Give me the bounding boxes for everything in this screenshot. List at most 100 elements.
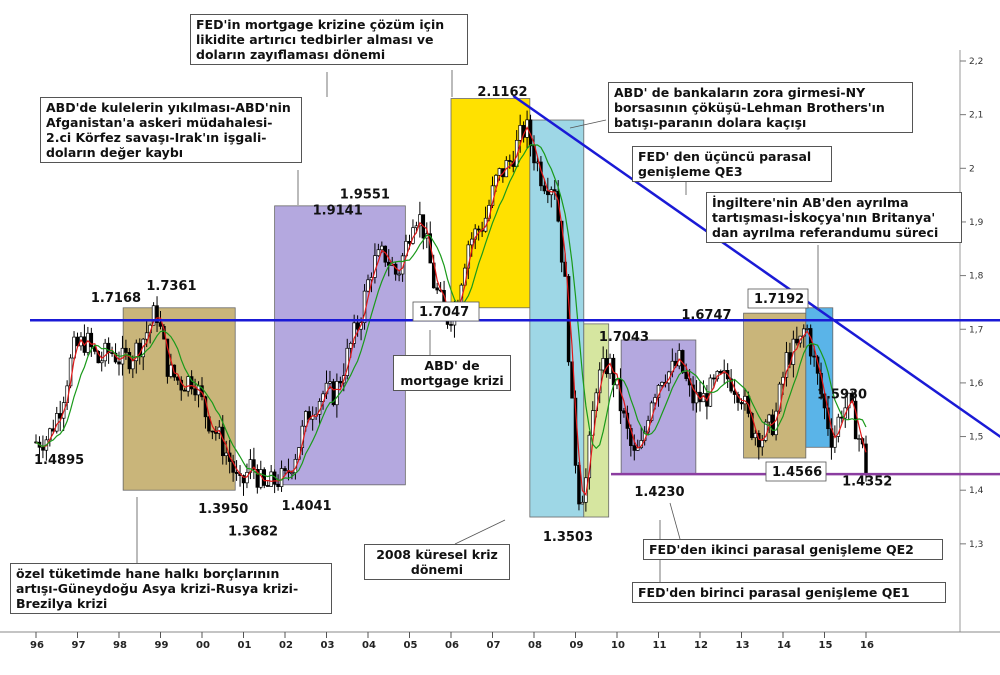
candle-body — [234, 471, 239, 474]
value-label: 1.4566 — [772, 465, 822, 480]
candle-body — [580, 501, 585, 505]
y-tick-label: 1,7 — [969, 325, 983, 335]
candle-body — [290, 472, 294, 475]
x-tick-label: 03 — [321, 640, 335, 651]
x-tick-label: 97 — [72, 640, 86, 651]
candle-body — [255, 468, 260, 488]
candle-body — [677, 350, 681, 367]
note-line: FED'den ikinci parasal genişleme QE2 — [649, 542, 914, 557]
candle-body — [449, 324, 453, 326]
x-tick-label: 99 — [155, 640, 169, 651]
value-label: 1.3682 — [228, 524, 278, 539]
value-label: 1.5930 — [817, 388, 867, 403]
note-brexit: İngiltere'nin AB'den ayrılma tartışması-… — [706, 192, 962, 243]
candle-body — [103, 342, 107, 362]
candle-body — [224, 452, 228, 457]
candle-body — [552, 189, 557, 192]
candle-body — [784, 352, 789, 378]
candle-body — [380, 245, 384, 251]
y-tick-label: 2,2 — [969, 57, 983, 67]
candle-body — [283, 468, 287, 471]
note-fed-mortgage: FED'in mortgage krizine çözüm için likid… — [190, 14, 468, 65]
candle-body — [269, 471, 273, 487]
candle-body — [494, 174, 498, 187]
x-tick-label: 16 — [860, 640, 874, 651]
note-line: ABD'de kulelerin yıkılması-ABD'nin — [46, 100, 291, 115]
trend-line — [512, 94, 1000, 439]
value-label: 1.9551 — [340, 187, 390, 202]
candle-body — [414, 225, 419, 229]
candle-body — [355, 322, 360, 330]
x-tick-label: 08 — [528, 640, 542, 651]
chart-frame — [0, 50, 1000, 662]
value-label: 2.1162 — [477, 85, 527, 100]
candle-body — [155, 305, 159, 323]
note-line: özel tüketimde hane halkı borçlarının — [16, 566, 280, 581]
candle-body — [397, 273, 401, 276]
axes: 2,2 2,1 2 1,9 1,8 1,7 1,6 1,5 1,4 1,3 96 97 98 99 00 01… — [30, 57, 984, 651]
candle-body — [476, 228, 481, 231]
value-label: 1.7043 — [599, 330, 649, 345]
candle-body — [718, 371, 723, 374]
candle-body — [151, 305, 156, 326]
candle-body — [812, 355, 816, 358]
value-label: 1.3950 — [198, 502, 248, 517]
candle-body — [532, 145, 536, 164]
candle-body — [162, 325, 166, 340]
candle-body — [169, 364, 173, 377]
y-tick-label: 1,6 — [969, 379, 984, 389]
candle-body — [328, 381, 332, 384]
note-line: FED'in mortgage krizine çözüm için — [196, 17, 445, 32]
note-line: 2.ci Körfez savaşı-Irak'ın işgali- — [46, 130, 267, 145]
note-line: borsasının çöküşü-Lehman Brothers'ın — [614, 100, 885, 115]
y-tick-label: 1,4 — [969, 486, 984, 496]
x-tick-label: 09 — [570, 640, 584, 651]
x-tick-label: 12 — [694, 640, 708, 651]
note-line: dönemi — [410, 562, 464, 577]
shaded-period — [122, 307, 236, 491]
candle-body — [189, 376, 194, 390]
note-lehman: ABD' de bankaların zora girmesi-NY borsa… — [608, 82, 913, 133]
note-line: Brezilya krizi — [16, 596, 108, 611]
shaded-periods — [122, 98, 834, 518]
annotation-leader — [569, 119, 607, 129]
annotation-leader — [669, 502, 681, 540]
candle-body — [252, 459, 256, 470]
x-tick-label: 96 — [30, 640, 44, 651]
y-tick-label: 2,1 — [969, 111, 983, 121]
candle-body — [684, 371, 688, 379]
note-line: ABD' de bankaların zora girmesi-NY — [614, 85, 866, 100]
candle-body — [304, 411, 308, 427]
candle-body — [750, 413, 754, 439]
annotation-leaders — [136, 70, 819, 582]
candle-body — [144, 332, 149, 340]
value-label: 1.7192 — [754, 292, 804, 307]
value-label: 1.7047 — [419, 305, 469, 320]
candle-body — [165, 338, 170, 377]
candle-body — [110, 352, 114, 354]
candle-body — [518, 125, 522, 141]
candle-body — [584, 477, 588, 503]
candle-body — [470, 238, 474, 246]
x-tick-label: 98 — [113, 640, 127, 651]
y-tick-label: 1,3 — [969, 540, 983, 550]
note-qe2: FED'den ikinci parasal genişleme QE2 — [643, 539, 943, 560]
candle-body — [694, 391, 699, 404]
value-label: 1.6747 — [681, 308, 731, 323]
candle-body — [124, 347, 128, 353]
candle-body — [193, 388, 197, 396]
note-line: İngiltere'nin AB'den ayrılma — [712, 195, 909, 210]
x-tick-label: 01 — [238, 640, 252, 651]
candle-body — [348, 343, 353, 349]
annotation-leader — [454, 519, 506, 545]
candle-body — [712, 377, 716, 380]
candle-body — [210, 430, 215, 433]
candle-body — [366, 279, 370, 292]
candle-body — [577, 464, 581, 505]
x-tick-label: 05 — [404, 640, 418, 651]
note-line: 2008 küresel kriz — [376, 547, 498, 562]
candle-body — [753, 432, 758, 439]
candle-body — [601, 358, 605, 371]
note-line: artışı-Güneydoğu Asya krizi-Rusya krizi- — [16, 581, 299, 596]
note-qe3: FED' den üçüncü parasal genişleme QE3 — [632, 146, 832, 182]
